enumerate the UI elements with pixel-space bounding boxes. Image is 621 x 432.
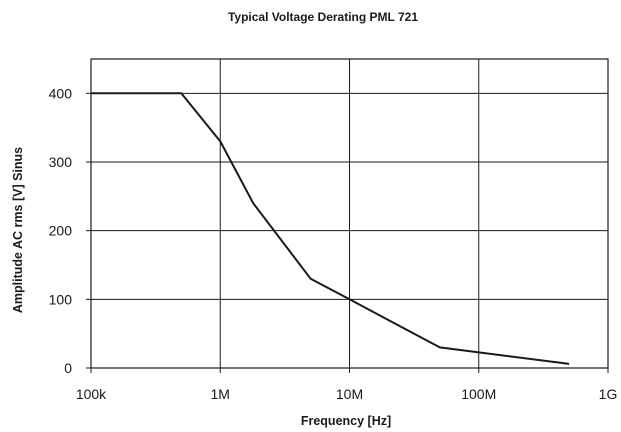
chart-title: Typical Voltage Derating PML 721	[228, 10, 418, 24]
x-tick-label: 1M	[211, 386, 230, 402]
x-tick-label: 100M	[461, 386, 496, 402]
x-tick-label: 1G	[599, 386, 618, 402]
y-tick-label: 200	[49, 223, 73, 239]
y-tick-label: 100	[49, 291, 73, 307]
series-line	[91, 92, 570, 365]
y-tick-label: 400	[49, 85, 73, 101]
grid	[91, 59, 608, 368]
x-axis: 100k 1M 10M 100M 1G	[76, 368, 618, 402]
y-axis-label: Amplitude AC rms [V] Sinus	[11, 147, 25, 313]
y-tick-label: 300	[49, 154, 73, 170]
x-tick-label: 10M	[336, 386, 363, 402]
x-tick-label: 100k	[76, 386, 107, 402]
x-axis-label: Frequency [Hz]	[301, 414, 391, 428]
y-axis: 0 100 200 300 400	[49, 85, 91, 376]
y-tick-label: 0	[64, 360, 72, 376]
